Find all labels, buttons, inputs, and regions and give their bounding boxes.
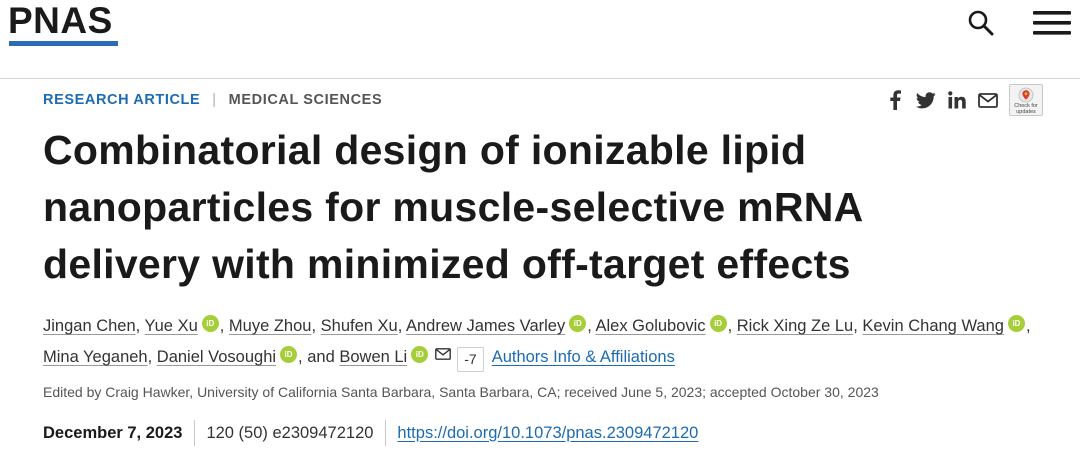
volume-issue-citation: 120 (50) e2309472120 bbox=[206, 423, 374, 442]
authors-affiliations-link[interactable]: Authors Info & Affiliations bbox=[491, 348, 675, 366]
facebook-icon[interactable] bbox=[884, 89, 906, 111]
title-line: nanoparticles for muscle-selective mRNA bbox=[43, 184, 864, 230]
author-link[interactable]: Muye Zhou bbox=[228, 317, 312, 335]
author-separator: , bbox=[135, 317, 145, 335]
author-link[interactable]: Kevin Chang Wang bbox=[862, 317, 1004, 335]
category-separator: | bbox=[212, 92, 217, 108]
author-separator: , bbox=[311, 317, 321, 335]
orcid-icon[interactable]: iD bbox=[709, 315, 727, 332]
title-line: delivery with minimized off-target effec… bbox=[43, 241, 851, 287]
twitter-icon[interactable] bbox=[915, 89, 937, 111]
menu-icon bbox=[1033, 11, 1071, 35]
author-link[interactable]: Shufen Xu bbox=[320, 317, 398, 335]
meta-divider bbox=[385, 420, 387, 446]
article-type-link[interactable]: RESEARCH ARTICLE bbox=[43, 92, 201, 108]
author-link[interactable]: Bowen Li bbox=[339, 348, 408, 366]
corresponding-author-email-icon[interactable] bbox=[435, 341, 452, 370]
editor-info: Edited by Craig Hawker, University of Ca… bbox=[43, 384, 879, 400]
site-header: PNAS bbox=[0, 0, 1080, 79]
updates-badge-line2: updates bbox=[1016, 109, 1036, 115]
crossmark-icon bbox=[1018, 87, 1034, 103]
author-link[interactable]: Yue Xu bbox=[144, 317, 198, 335]
author-separator: , and bbox=[298, 348, 340, 366]
author-separator: , bbox=[727, 317, 737, 335]
email-icon[interactable] bbox=[977, 89, 999, 111]
title-line: Combinatorial design of ionizable lipid bbox=[43, 127, 807, 173]
author-link[interactable]: Rick Xing Ze Lu bbox=[736, 317, 854, 335]
author-link[interactable]: Jingan Chen bbox=[43, 317, 136, 335]
publication-date: December 7, 2023 bbox=[43, 423, 183, 442]
article-title: Combinatorial design of ionizable lipid … bbox=[43, 122, 1033, 293]
subject-link[interactable]: MEDICAL SCIENCES bbox=[228, 92, 383, 108]
publication-meta: December 7, 2023 120 (50) e2309472120 ht… bbox=[43, 420, 699, 446]
logo-text: PNAS bbox=[8, 0, 113, 41]
meta-divider bbox=[194, 420, 196, 446]
orcid-icon[interactable]: iD bbox=[569, 315, 587, 332]
author-link[interactable]: Alex Golubovic bbox=[595, 317, 706, 335]
orcid-icon[interactable]: iD bbox=[201, 315, 219, 332]
article-category: RESEARCH ARTICLE | MEDICAL SCIENCES bbox=[43, 90, 382, 110]
orcid-icon[interactable]: iD bbox=[280, 346, 298, 363]
show-fewer-authors-button[interactable]: -7 bbox=[457, 347, 484, 372]
author-link[interactable]: Daniel Vosoughi bbox=[156, 348, 277, 366]
search-button[interactable] bbox=[966, 8, 996, 38]
author-separator: , bbox=[147, 348, 157, 366]
author-link[interactable]: Andrew James Varley bbox=[405, 317, 566, 335]
author-list: Jingan Chen, Yue Xu iD, Muye Zhou, Shufen… bbox=[43, 312, 1043, 372]
author-separator: , bbox=[219, 317, 229, 335]
doi-link[interactable]: https://doi.org/10.1073/pnas.2309472120 bbox=[397, 423, 699, 442]
updates-badge-line1: Check for bbox=[1014, 103, 1038, 109]
author-separator: , bbox=[1025, 317, 1031, 335]
share-bar: Check for updates bbox=[884, 84, 1043, 116]
menu-button[interactable] bbox=[1032, 8, 1072, 38]
search-icon bbox=[968, 10, 994, 36]
orcid-icon[interactable]: iD bbox=[411, 346, 429, 363]
logo-underline bbox=[9, 41, 118, 46]
author-separator: , bbox=[853, 317, 863, 335]
check-for-updates-badge[interactable]: Check for updates bbox=[1009, 84, 1043, 116]
linkedin-icon[interactable] bbox=[946, 89, 968, 111]
author-link[interactable]: Mina Yeganeh bbox=[43, 348, 148, 366]
pnas-logo[interactable]: PNAS bbox=[8, 2, 120, 46]
author-separator: , bbox=[397, 317, 406, 335]
author-separator: , bbox=[587, 317, 596, 335]
orcid-icon[interactable]: iD bbox=[1007, 315, 1025, 332]
